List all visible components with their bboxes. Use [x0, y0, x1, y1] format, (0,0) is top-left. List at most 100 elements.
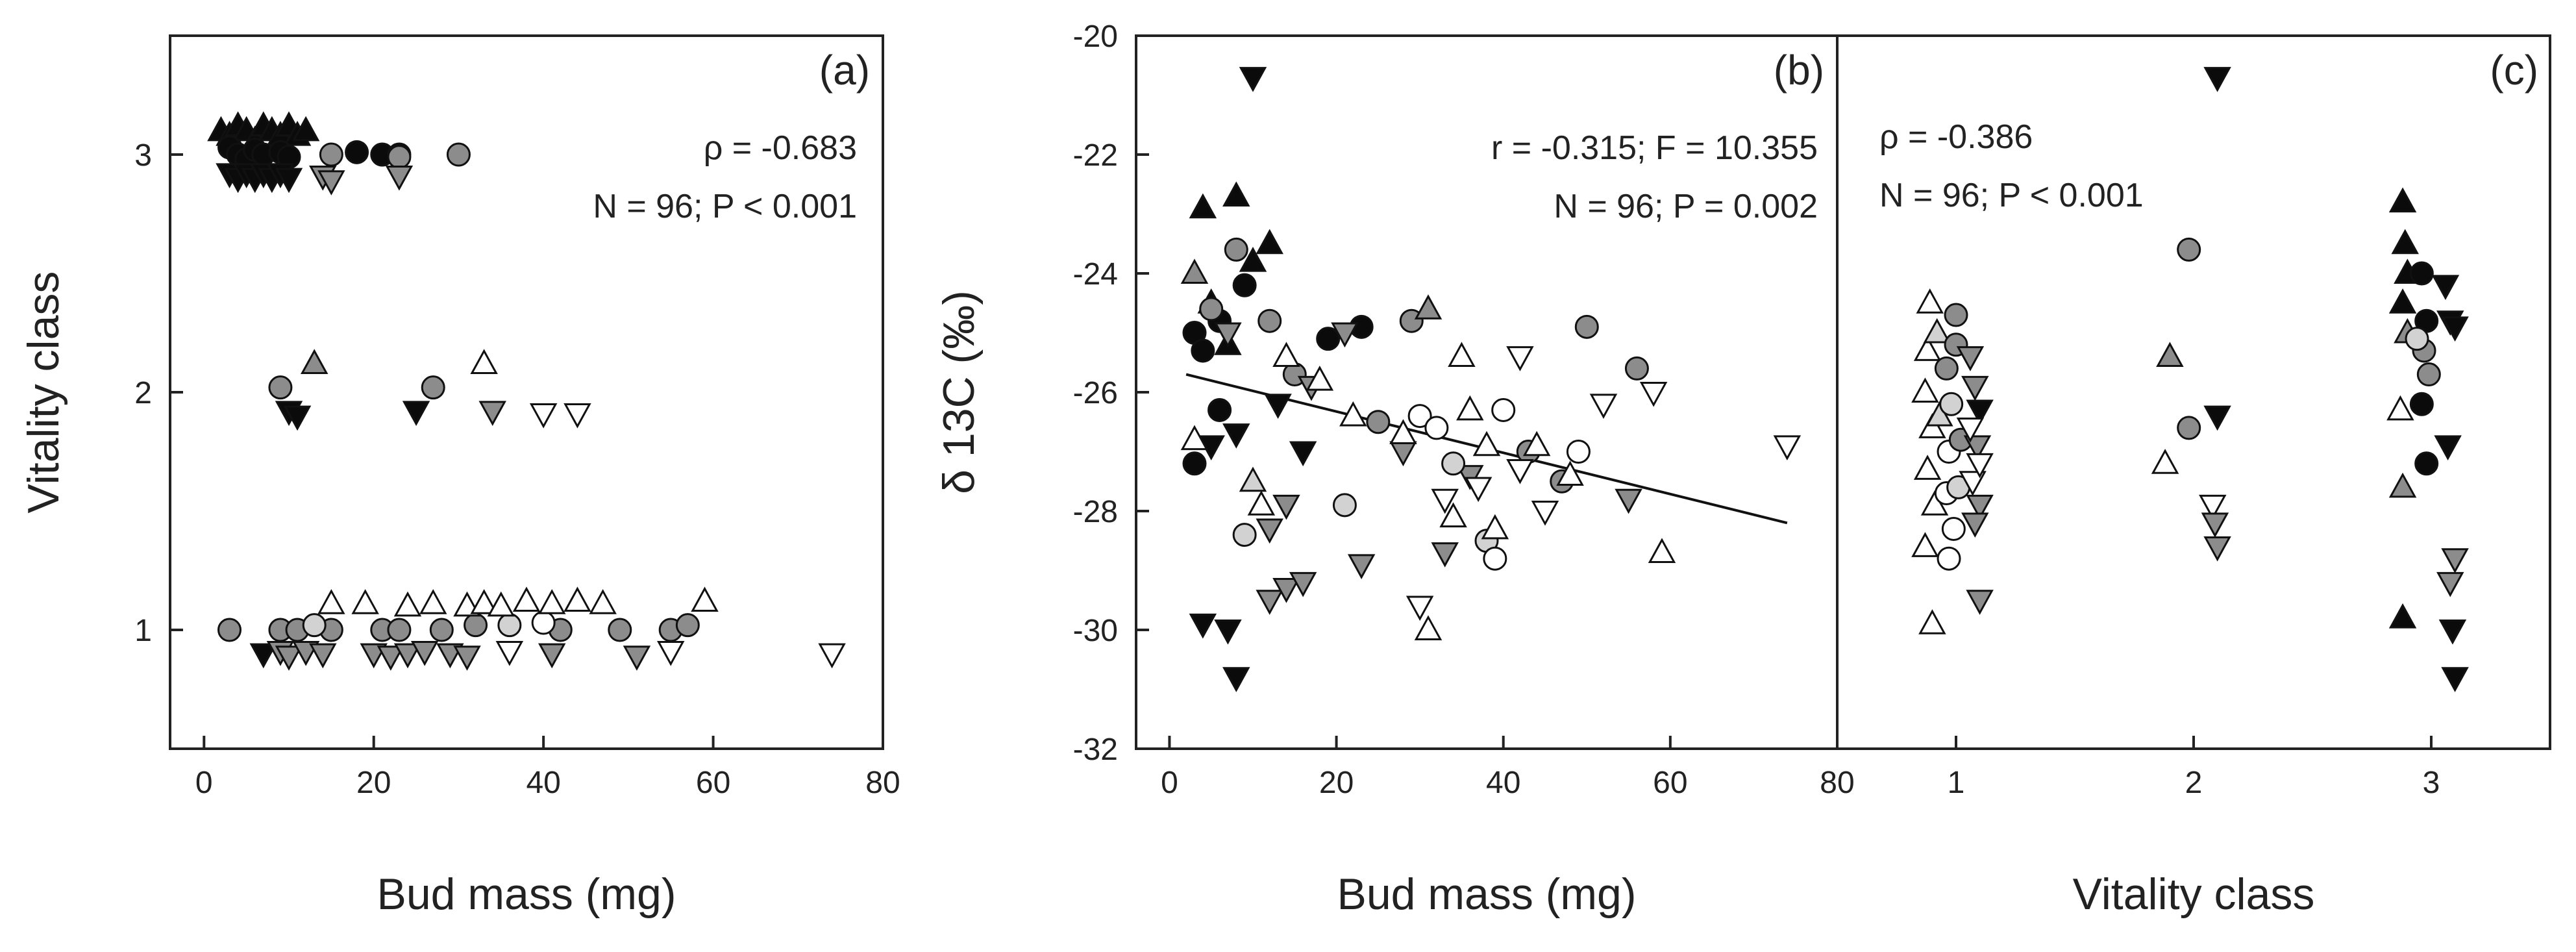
x-tick-label-b-2: 40: [1486, 766, 1520, 800]
data-point-c-2: [1911, 377, 1939, 403]
data-point-c-10: [1934, 356, 1959, 381]
data-point-a-63: [419, 589, 447, 614]
data-point-b-46: [1615, 488, 1642, 514]
data-point-c-36: [2199, 494, 2227, 520]
data-point-a-38: [421, 375, 445, 400]
data-point-c-7: [1918, 609, 1946, 634]
x-tick-label-a-1: 20: [356, 766, 391, 800]
data-point-b-34: [1256, 518, 1283, 544]
data-point-c-56: [2441, 316, 2469, 342]
data-point-b-2: [1222, 181, 1250, 207]
data-point-c-29: [1966, 453, 1994, 479]
data-point-b-80: [1483, 546, 1507, 571]
data-point-b-13: [1182, 451, 1207, 476]
data-point-c-46: [2388, 603, 2417, 629]
data-point-a-33: [317, 170, 345, 195]
data-point-a-67: [512, 586, 541, 612]
data-point-a-83: [495, 640, 524, 666]
data-point-a-79: [393, 643, 422, 669]
data-point-b-60: [1448, 342, 1476, 368]
y-axis-title-b: δ 13C (‰): [934, 290, 984, 494]
y-tick-label-b-1: -30: [1073, 614, 1118, 648]
data-point-a-78: [377, 645, 405, 671]
points-a: [207, 111, 846, 671]
x-tick-label-c-1: 2: [2185, 766, 2203, 800]
x-axis-title-b: Bud mass (mg): [1337, 870, 1637, 919]
data-point-b-64: [1506, 346, 1534, 371]
data-point-a-62: [393, 591, 422, 617]
y-tick-label-b-4: -24: [1073, 257, 1118, 292]
data-point-a-41: [402, 401, 430, 426]
data-point-c-59: [2436, 571, 2464, 597]
data-point-c-40: [2391, 229, 2419, 255]
data-point-c-4: [1913, 455, 1942, 480]
data-point-a-71: [691, 586, 719, 612]
data-point-b-68: [1556, 460, 1584, 486]
panel-a: 0 20 40 60 80 1 2 3 (a) ρ = -0.683 N = 96; P < …: [19, 34, 900, 919]
data-point-b-69: [1566, 440, 1591, 464]
data-point-c-42: [2388, 288, 2417, 314]
data-point-a-61: [351, 589, 379, 614]
panel-b: 0 20 40 60 80 -32 -30 -28 -26 -24 -22 -20 (b) r = -…: [934, 19, 1855, 919]
data-point-b-74: [1406, 595, 1434, 621]
ticks-b: 0 20 40 60 80 -32 -30 -28 -26 -24 -22 -20: [1073, 19, 1855, 800]
y-tick-label-b-0: -32: [1073, 733, 1118, 767]
stat-n-p-a: N = 96; P < 0.001: [593, 188, 857, 225]
x-tick-label-b-1: 20: [1319, 766, 1354, 800]
data-point-b-59: [1424, 416, 1449, 440]
data-point-a-35: [300, 349, 328, 375]
data-point-b-19: [1189, 613, 1217, 639]
data-point-a-28: [275, 168, 303, 194]
data-point-c-35: [2203, 405, 2231, 431]
data-point-b-25: [1224, 237, 1248, 262]
x-tick-label-c-2: 3: [2423, 766, 2440, 800]
data-point-a-29: [319, 142, 343, 167]
data-point-a-42: [478, 401, 506, 426]
data-point-b-35: [1272, 494, 1300, 520]
data-point-b-58: [1407, 404, 1432, 429]
data-point-b-50: [1441, 451, 1466, 476]
stat-rho-a: ρ = -0.683: [704, 129, 857, 167]
data-point-c-1: [1913, 336, 1942, 361]
data-point-b-76: [1431, 488, 1459, 514]
data-point-a-76: [309, 643, 337, 669]
data-point-b-56: [1339, 401, 1367, 427]
data-point-b-62: [1472, 431, 1501, 457]
data-point-b-17: [1316, 327, 1341, 351]
data-point-c-45: [2388, 472, 2417, 498]
data-point-b-44: [1574, 314, 1599, 339]
data-point-c-34: [2203, 67, 2231, 92]
panel-label-a: (a): [819, 47, 870, 94]
data-point-b-66: [1522, 431, 1551, 457]
data-point-b-72: [1648, 538, 1676, 563]
data-point-c-15: [1937, 546, 1961, 571]
points-c: [1911, 67, 2469, 692]
data-point-a-68: [538, 589, 566, 614]
data-point-b-12: [1222, 423, 1250, 449]
data-point-a-52: [464, 613, 488, 638]
data-point-b-33: [1389, 441, 1417, 467]
data-point-b-61: [1456, 395, 1484, 421]
panel-label-c: (c): [2490, 47, 2538, 94]
data-point-a-18: [345, 140, 369, 164]
data-point-c-50: [2416, 362, 2441, 387]
data-point-a-74: [275, 645, 303, 671]
x-tick-label-c-0: 1: [1948, 766, 1965, 800]
x-tick-label-b-3: 60: [1653, 766, 1687, 800]
y-tick-label-a-1: 2: [134, 376, 152, 410]
data-point-b-73: [1773, 435, 1802, 461]
data-point-c-60: [2438, 620, 2467, 645]
data-point-b-75: [1414, 615, 1443, 640]
data-point-a-80: [410, 640, 439, 666]
x-tick-label-a-4: 80: [865, 766, 900, 800]
x-tick-label-a-3: 60: [696, 766, 730, 800]
data-point-c-14: [1941, 516, 1966, 541]
data-point-b-4: [1239, 247, 1267, 272]
data-point-b-1: [1189, 193, 1217, 219]
data-point-b-16: [1289, 441, 1317, 467]
data-point-b-26: [1257, 308, 1282, 333]
data-point-c-44: [2386, 395, 2414, 421]
data-point-a-85: [623, 645, 651, 671]
data-point-a-60: [317, 589, 345, 614]
